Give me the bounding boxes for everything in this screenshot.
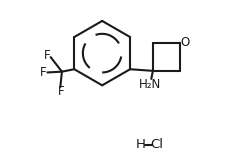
Text: Cl: Cl	[150, 138, 164, 151]
Text: F: F	[40, 66, 47, 79]
Text: F: F	[58, 85, 64, 98]
Text: H₂N: H₂N	[139, 78, 161, 91]
Text: F: F	[44, 49, 51, 62]
Text: H: H	[136, 138, 146, 151]
Text: O: O	[181, 36, 190, 49]
